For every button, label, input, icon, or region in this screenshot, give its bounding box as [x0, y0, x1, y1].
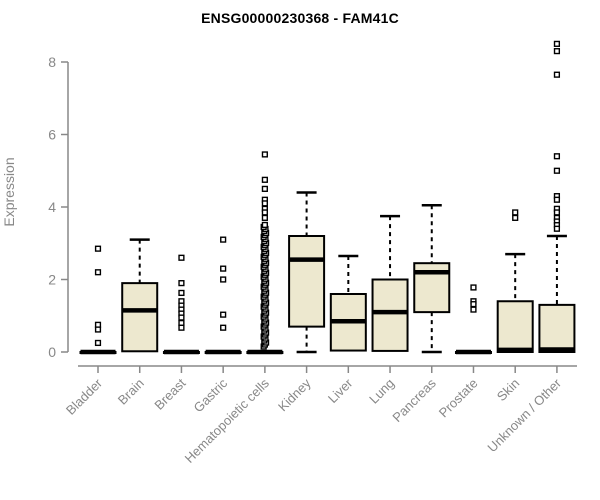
- outlier-point: [553, 167, 561, 174]
- outlier-point: [553, 71, 561, 78]
- x-category-label: Kidney: [275, 375, 314, 414]
- outlier-point: [512, 209, 519, 216]
- outlier-point: [94, 245, 102, 252]
- outlier-point: [470, 284, 477, 291]
- outlier-point: [178, 314, 185, 321]
- y-tick-label: 6: [48, 127, 56, 143]
- x-category-label: Gastric: [191, 375, 231, 415]
- x-category-label: Lung: [366, 376, 397, 407]
- box-rect: [288, 235, 326, 328]
- outlier-point: [553, 209, 561, 216]
- outlier-point: [220, 324, 227, 331]
- x-category-label: Bladder: [63, 375, 106, 418]
- box-rect: [538, 303, 576, 353]
- box-rect: [121, 282, 159, 353]
- x-category-label: Brain: [115, 376, 147, 408]
- x-category-label: Unknown / Other: [484, 375, 564, 455]
- outlier-point: [470, 301, 477, 308]
- outlier-point: [220, 311, 227, 318]
- outlier-point: [220, 276, 227, 283]
- box-skin: [496, 209, 534, 353]
- box-rect: [371, 278, 409, 352]
- outlier-point: [94, 339, 102, 347]
- outlier-point: [261, 200, 268, 207]
- outlier-point: [553, 40, 561, 47]
- box-kidney: [288, 191, 326, 354]
- outlier-point: [178, 289, 185, 297]
- outlier-point: [261, 221, 268, 229]
- box-prostate: [454, 284, 492, 355]
- outlier-point: [220, 265, 227, 272]
- y-tick-label: 4: [48, 199, 56, 215]
- box-hematopoietic-cells: [246, 151, 284, 355]
- box-lung: [371, 214, 409, 352]
- x-category-label: Skin: [494, 376, 522, 404]
- outlier-point: [261, 151, 268, 158]
- x-category-label: Pancreas: [389, 375, 439, 425]
- box-unknown-other: [538, 40, 576, 353]
- outlier-point: [178, 324, 185, 331]
- x-category-label: Liver: [325, 375, 356, 406]
- box-bladder: [79, 245, 117, 355]
- box-pancreas: [413, 203, 451, 354]
- outlier-point: [261, 176, 268, 183]
- outlier-point: [220, 236, 227, 243]
- outlier-point: [261, 214, 268, 221]
- y-tick-label: 0: [48, 344, 56, 360]
- outlier-point: [553, 153, 561, 160]
- y-tick-label: 2: [48, 272, 56, 288]
- outlier-point: [94, 269, 102, 276]
- box-liver: [329, 254, 367, 352]
- x-category-label: Breast: [151, 375, 188, 412]
- outlier-point: [512, 214, 519, 221]
- outlier-point: [553, 196, 561, 203]
- chart-title: ENSG00000230368 - FAM41C: [201, 10, 399, 26]
- x-category-label: Prostate: [436, 376, 481, 421]
- outlier-point: [178, 254, 185, 261]
- box-gastric: [204, 236, 242, 355]
- outlier-point: [178, 280, 185, 287]
- y-tick-label: 8: [48, 54, 56, 70]
- box-rect: [496, 300, 534, 353]
- outlier-point: [94, 326, 102, 333]
- box-brain: [121, 238, 159, 353]
- outlier-point: [261, 209, 268, 216]
- box-breast: [162, 254, 200, 355]
- outlier-point: [261, 185, 268, 192]
- outlier-point: [553, 225, 561, 232]
- y-axis-label: Expression: [1, 157, 17, 226]
- outlier-point: [470, 306, 477, 313]
- outlier-point: [553, 48, 561, 55]
